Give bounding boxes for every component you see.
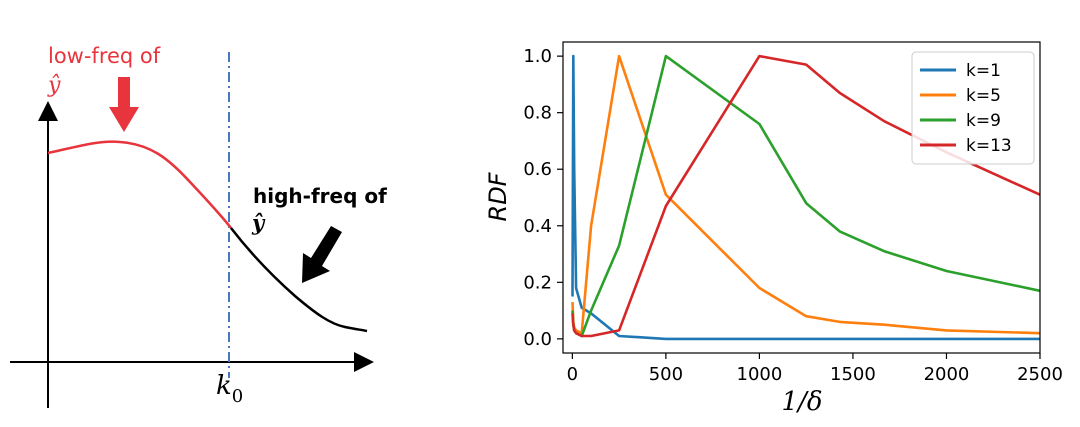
y-tick-label: 0.0 <box>523 329 552 350</box>
low-frequency-curve <box>47 140 232 229</box>
x-tick-label: 2000 <box>924 364 970 385</box>
low-freq-symbol: ŷ <box>47 73 61 98</box>
plot-frame <box>562 41 1041 354</box>
y-axis-ticks: 0.0 0.2 0.4 0.6 0.8 1.0 <box>523 46 563 350</box>
y-axis-label: RDF <box>484 171 512 221</box>
series-line-4 <box>571 54 1041 338</box>
high-frequency-curve <box>230 227 368 333</box>
series-line-1 <box>571 54 1040 341</box>
x-axis-label: 1/δ <box>782 387 823 417</box>
x-tick-label: 1000 <box>737 364 783 385</box>
cutoff-label: k0 <box>216 371 243 407</box>
x-tick-label: 1500 <box>830 364 876 385</box>
y-tick-label: 0.2 <box>523 272 552 293</box>
high-freq-arrow <box>302 226 342 283</box>
low-freq-arrow <box>109 77 139 132</box>
legend-label-4: k=13 <box>966 136 1012 156</box>
x-axis-ticks: 0 500 1000 1500 2000 2500 <box>567 353 1063 385</box>
y-tick-label: 1.0 <box>523 46 552 67</box>
y-tick-label: 0.6 <box>523 159 552 180</box>
rdf-chart: 0 500 1000 1500 2000 2500 0.00.20.40.60.81.0 … <box>484 41 1063 417</box>
x-tick-label: 500 <box>649 364 683 385</box>
y-tick-label: 0.8 <box>523 103 552 124</box>
x-tick-label: 0 <box>567 364 578 385</box>
legend-entries: k=1 k=5 k=9 k=13 <box>920 61 1012 156</box>
schematic-panel: low-freq of ŷ high-freq of ŷ k0 <box>10 44 387 408</box>
y-tick-label: 0.4 <box>523 216 552 237</box>
legend-label-1: k=1 <box>966 61 1001 81</box>
legend: k=1 k=5 k=9 k=13 <box>911 51 1035 165</box>
legend-box <box>911 51 1035 165</box>
high-freq-symbol: ŷ <box>251 210 266 235</box>
series-layer <box>571 54 1041 341</box>
legend-label-3: k=9 <box>966 111 1001 131</box>
low-freq-label: low-freq of <box>48 44 161 68</box>
x-tick-label: 2500 <box>1017 364 1063 385</box>
high-freq-label: high-freq of <box>253 184 387 208</box>
legend-label-2: k=5 <box>966 86 1001 106</box>
